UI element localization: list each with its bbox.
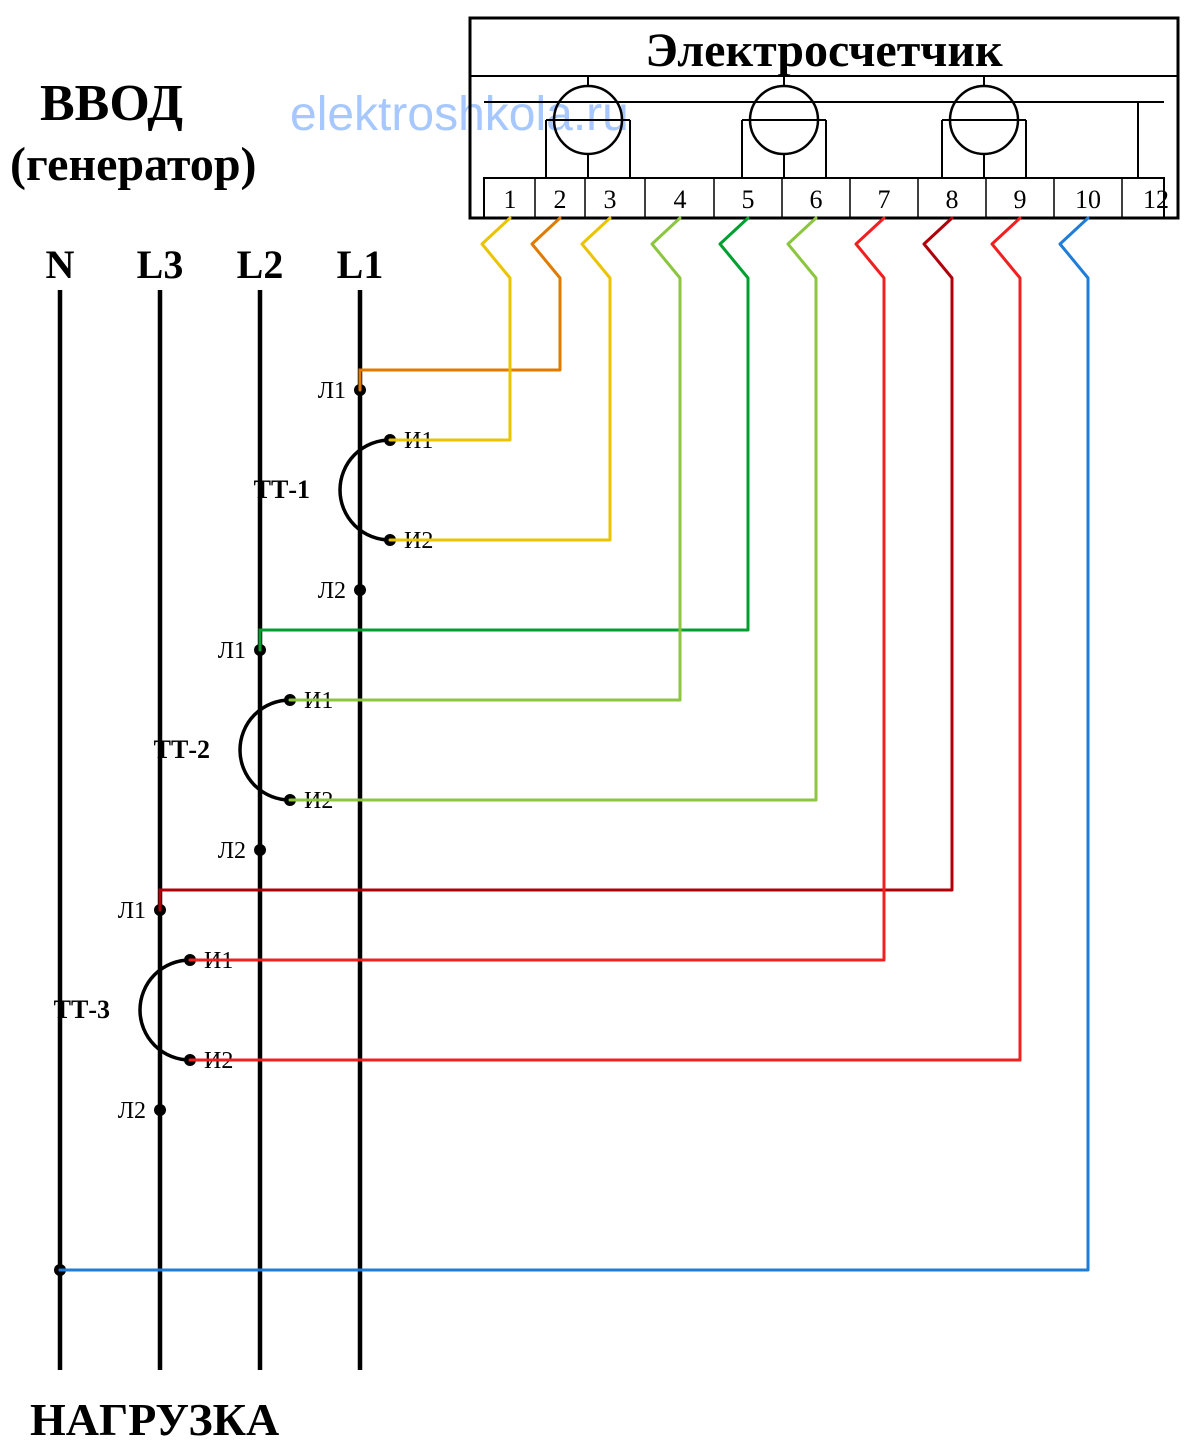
- bus-label-L3: L3: [137, 242, 184, 287]
- ТТ-1-l2-label: Л2: [318, 578, 346, 604]
- ТТ-3-name: ТТ-3: [54, 995, 110, 1024]
- terminal-number-12: 12: [1143, 185, 1169, 214]
- watermark-text: elektroshkola.ru: [290, 88, 629, 141]
- ТТ-1-name: ТТ-1: [254, 475, 310, 504]
- ТТ-1-l1-label: Л1: [318, 378, 346, 404]
- terminal-number-7: 7: [878, 185, 891, 214]
- connection-dot: [154, 1104, 166, 1116]
- terminal-number-2: 2: [554, 185, 567, 214]
- connection-dot: [354, 584, 366, 596]
- bus-label-N: N: [46, 242, 75, 287]
- terminal-number-9: 9: [1014, 185, 1027, 214]
- ТТ-2-l2-label: Л2: [218, 838, 246, 864]
- ТТ-3-l1-label: Л1: [118, 898, 146, 924]
- terminal-number-3: 3: [604, 185, 617, 214]
- bus-label-L2: L2: [237, 242, 284, 287]
- ТТ-2-name: ТТ-2: [154, 735, 210, 764]
- bus-label-L1: L1: [337, 242, 384, 287]
- terminal-number-6: 6: [810, 185, 823, 214]
- meter-title: Электросчетчик: [645, 24, 1003, 77]
- load-label: НАГРУЗКА: [30, 1394, 279, 1445]
- terminal-number-8: 8: [946, 185, 959, 214]
- terminal-number-10: 10: [1075, 185, 1101, 214]
- input-subtitle: (генератор): [10, 138, 257, 191]
- connection-dot: [254, 844, 266, 856]
- terminal-number-5: 5: [742, 185, 755, 214]
- terminal-number-4: 4: [674, 185, 687, 214]
- ТТ-3-l2-label: Л2: [118, 1098, 146, 1124]
- terminal-number-1: 1: [504, 185, 517, 214]
- input-title: ВВОД: [40, 75, 183, 132]
- ТТ-2-l1-label: Л1: [218, 638, 246, 664]
